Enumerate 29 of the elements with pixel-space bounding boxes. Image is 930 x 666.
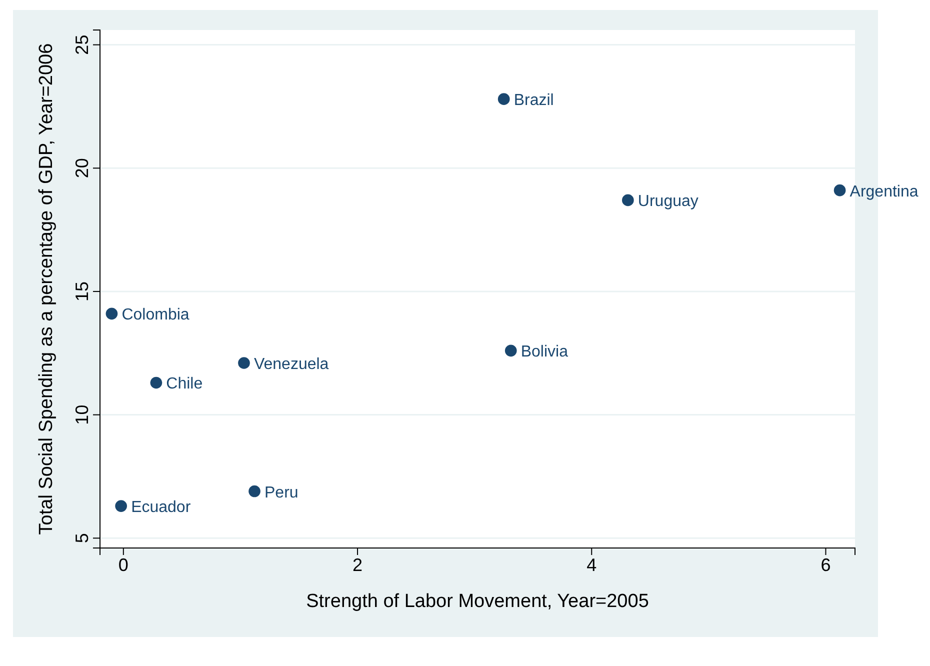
annotation: Venezuela (254, 356, 329, 373)
x-axis-title: Strength of Labor Movement, Year=2005 (306, 591, 649, 612)
annotation: Ecuador (131, 499, 192, 516)
y-axis-title: Total Social Spending as a percentage of GDP, Year=2006 (36, 43, 57, 535)
annotation: Peru (264, 484, 298, 502)
y-tick-label: 20 (72, 158, 92, 178)
y-tick-label: 25 (72, 34, 92, 55)
x-tick-label: 2 (352, 554, 363, 575)
point (248, 485, 260, 498)
annotation: Chile (166, 376, 203, 393)
point (622, 194, 634, 206)
annotation: Colombia (122, 306, 190, 324)
y-tick-label: 10 (72, 404, 92, 425)
annotation: Uruguay (638, 193, 698, 210)
y-tick-label: 5 (72, 533, 92, 544)
point (238, 357, 250, 369)
y-tick-label: 15 (72, 281, 92, 302)
x-tick-label: 6 (820, 554, 831, 575)
point (498, 93, 510, 105)
annotation: Bolivia (520, 344, 568, 361)
point (834, 184, 846, 196)
point (504, 344, 517, 357)
annotation: Argentina (850, 183, 918, 200)
point (150, 376, 162, 389)
point (115, 500, 127, 512)
point (106, 308, 118, 320)
x-tick-label: 4 (586, 554, 597, 575)
annotation: Brazil (514, 92, 554, 110)
x-tick-label: 0 (118, 554, 128, 575)
